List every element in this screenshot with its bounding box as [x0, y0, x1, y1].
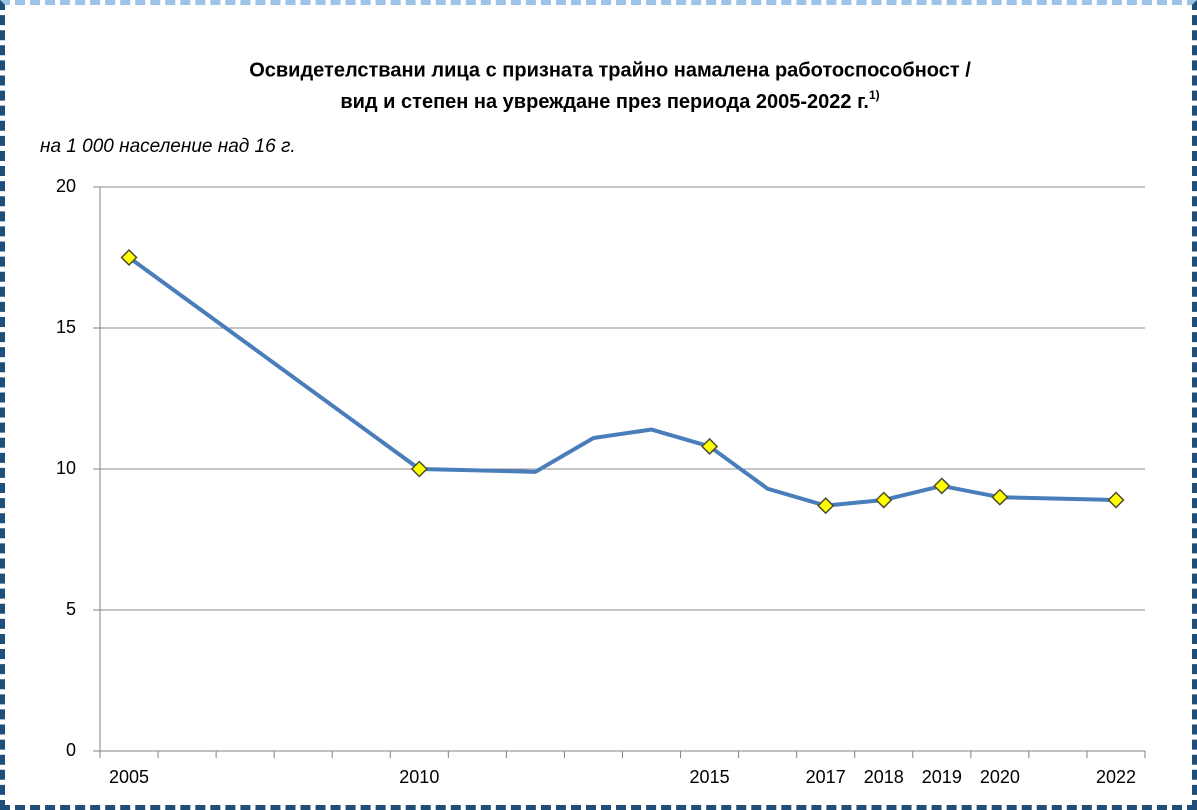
x-tick-label: 2020 — [980, 767, 1020, 787]
marker — [701, 437, 719, 456]
marker — [817, 497, 835, 515]
marker — [933, 477, 951, 495]
marker — [120, 248, 138, 267]
y-tick-label: 0 — [66, 740, 76, 760]
x-tick-label: 2015 — [690, 767, 730, 787]
series-line — [127, 255, 1117, 508]
y-tick-label: 20 — [56, 176, 76, 196]
y-tick-label: 5 — [66, 599, 76, 619]
subtitle: на 1 000 население над 16 г. — [40, 136, 296, 157]
x-tick-label: 2018 — [864, 767, 904, 787]
chart-title: вид и степен на увреждане през периода 2… — [340, 88, 879, 113]
x-tick-label: 2010 — [399, 767, 439, 787]
title-note: 1) — [869, 88, 880, 102]
x-tick-label: 2017 — [806, 767, 846, 787]
marker — [410, 460, 428, 478]
marker — [875, 491, 893, 509]
chart-title: Освидетелствани лица с призната трайно н… — [249, 59, 971, 81]
y-tick-label: 15 — [56, 317, 76, 337]
marker — [991, 488, 1009, 506]
chart-title-line: вид и степен на увреждане през периода 2… — [340, 91, 869, 113]
y-tick-label: 10 — [56, 458, 76, 478]
x-tick-label: 2005 — [109, 767, 149, 787]
marker — [1107, 491, 1125, 509]
x-tick-label: 2019 — [922, 767, 962, 787]
x-tick-label: 2022 — [1096, 767, 1136, 787]
